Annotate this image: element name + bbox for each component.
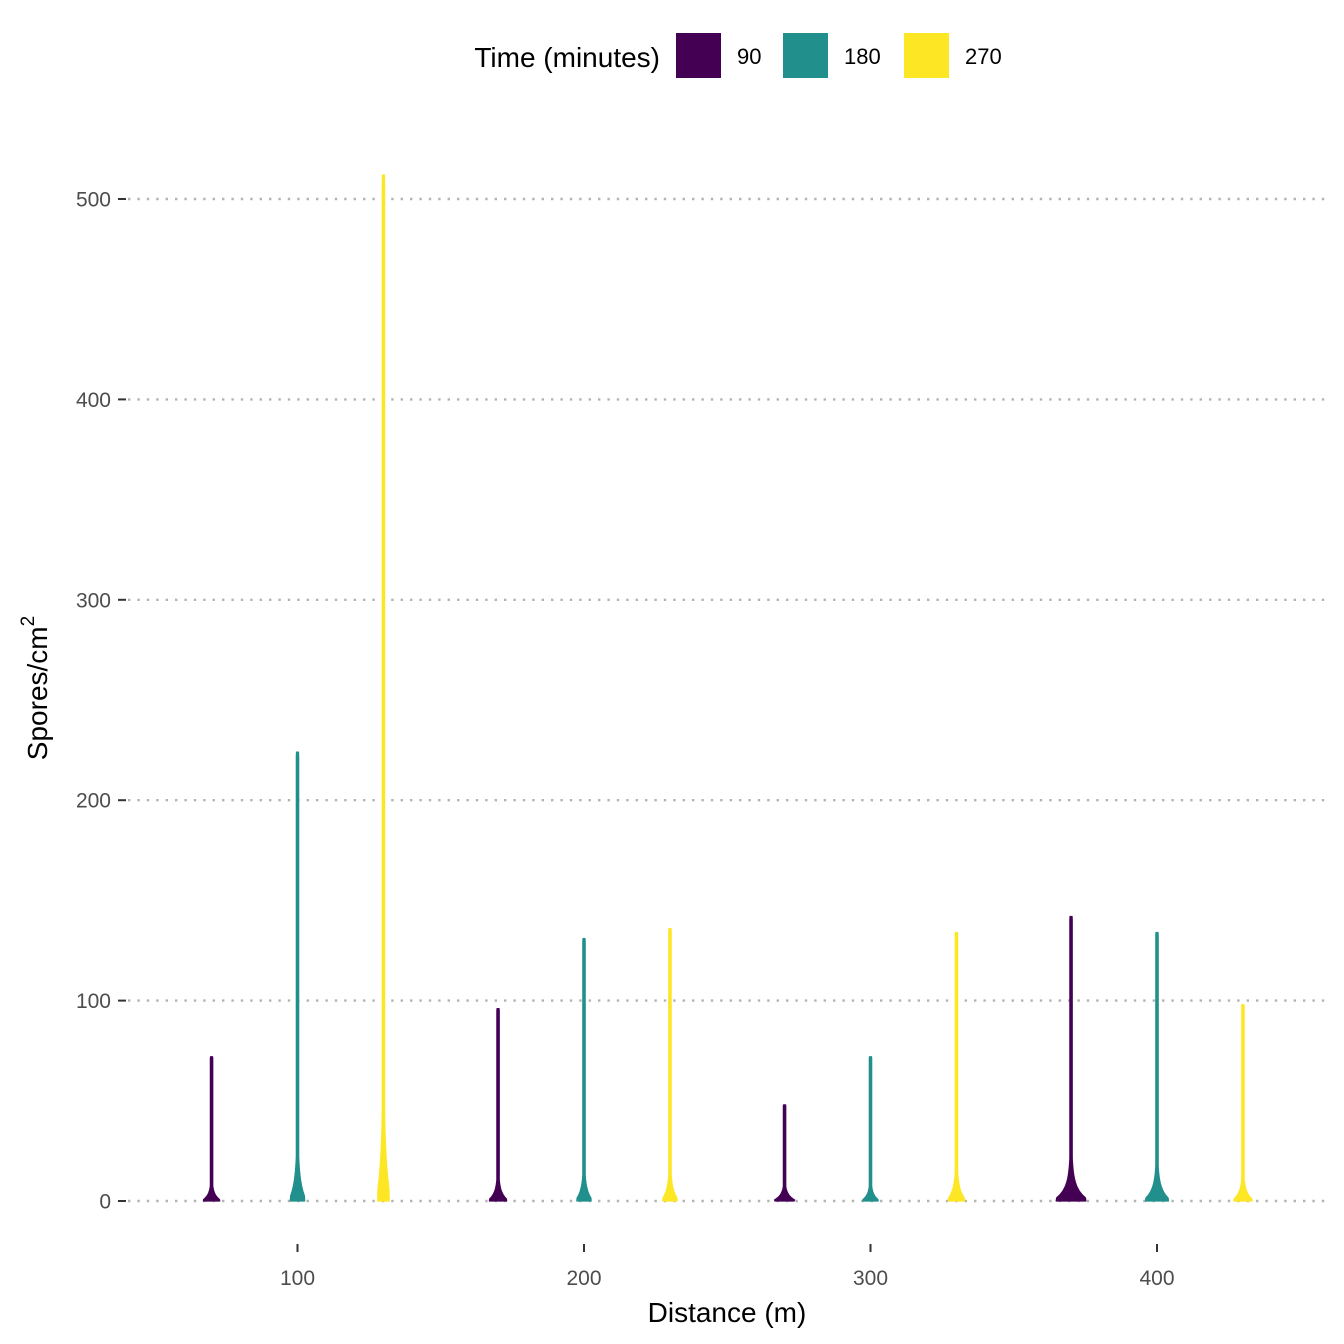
violin-400m-270min [1233, 1004, 1253, 1202]
violin-100m-90min [202, 1056, 221, 1202]
legend-swatch-90 [676, 33, 721, 78]
x-axis: 100 200 300 400 [280, 1244, 1175, 1290]
violin-200m-270min [662, 927, 678, 1202]
violin-300m-180min [862, 1056, 879, 1202]
legend: Time (minutes) 90 180 270 [474, 33, 1002, 78]
y-axis-title-superscript: 2 [18, 616, 39, 627]
violin-400m-180min [1144, 931, 1170, 1202]
legend-entries: 90 180 270 [676, 33, 1002, 78]
violin-100m-270min [377, 174, 390, 1202]
legend-swatch-180 [783, 33, 828, 78]
y-tick-label-400: 400 [76, 389, 111, 412]
x-tick-label-100: 100 [280, 1267, 315, 1290]
violin-100m-180min [289, 751, 306, 1202]
y-axis-title: Spores/cm2 [18, 616, 53, 760]
y-axis: 0 100 200 300 400 500 [76, 189, 126, 1214]
legend-label-180: 180 [844, 44, 881, 69]
y-tick-label-0: 0 [99, 1191, 111, 1214]
legend-title: Time (minutes) [474, 42, 660, 73]
y-tick-label-500: 500 [76, 189, 111, 212]
violin-200m-180min [576, 937, 592, 1202]
x-tick-label-300: 300 [853, 1267, 888, 1290]
legend-label-270: 270 [965, 44, 1002, 69]
y-axis-title-group: Spores/cm2 [18, 616, 53, 760]
y-axis-title-main: Spores/cm [22, 626, 53, 760]
y-tick-label-100: 100 [76, 990, 111, 1013]
y-tick-label-300: 300 [76, 589, 111, 612]
x-axis-title: Distance (m) [648, 1297, 807, 1328]
violin-300m-270min [947, 931, 966, 1202]
legend-swatch-270 [904, 33, 949, 78]
violin-200m-90min [488, 1008, 508, 1202]
violins [202, 174, 1253, 1202]
grid-lines [128, 197, 1326, 1203]
legend-label-90: 90 [737, 44, 761, 69]
violin-400m-90min [1055, 915, 1087, 1202]
x-tick-label-400: 400 [1139, 1267, 1174, 1290]
y-tick-label-200: 200 [76, 790, 111, 813]
violin-300m-90min [773, 1104, 796, 1202]
x-tick-label-200: 200 [566, 1267, 601, 1290]
